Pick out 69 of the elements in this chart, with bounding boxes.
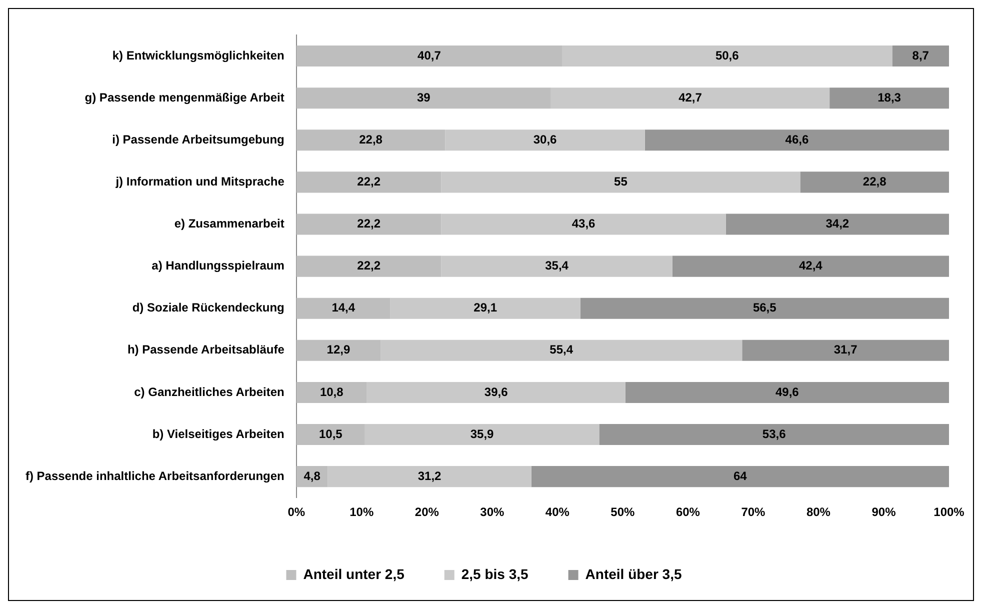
x-tick-label: 100%	[934, 505, 965, 520]
y-tick-label: j) Information und Mitsprache	[114, 174, 285, 189]
x-tick-label: 20%	[414, 505, 440, 520]
data-label: 35,9	[470, 426, 494, 441]
data-label: 18,3	[878, 90, 902, 104]
data-label: 42,4	[798, 258, 823, 273]
data-label: 56,5	[752, 300, 777, 315]
data-label: 4,8	[304, 468, 321, 483]
y-tick-label: i) Passende Arbeitsumgebung	[112, 132, 284, 146]
data-label: 55,4	[550, 342, 574, 357]
x-tick-label: 50%	[610, 505, 636, 520]
bar	[625, 382, 949, 403]
y-tick-label: k) Entwicklungsmöglichkeiten	[112, 48, 284, 62]
y-tick-label: e) Zusammenarbeit	[174, 216, 284, 231]
y-tick-label: d) Soziale Rückendeckung	[132, 300, 284, 315]
x-tick-label: 0%	[288, 505, 306, 520]
legend-label: Anteil über 3,5	[585, 566, 682, 582]
data-label: 12,9	[326, 342, 350, 357]
y-tick-label: g) Passende mengenmäßige Arbeit	[84, 90, 284, 104]
x-tick-label: 60%	[676, 505, 700, 520]
data-label: 49,6	[775, 384, 800, 399]
data-label: 35,4	[545, 258, 569, 273]
data-label: 29,1	[474, 300, 498, 315]
data-label: 31,2	[418, 468, 442, 483]
bar	[892, 46, 949, 67]
data-label: 22,2	[357, 258, 381, 273]
data-label: 10,5	[318, 426, 343, 441]
bar	[830, 88, 949, 109]
y-tick-label: a) Handlungsspielraum	[152, 258, 284, 273]
x-tick-label: 10%	[350, 505, 374, 520]
data-label: 8,7	[912, 48, 930, 62]
data-label: 42,7	[678, 90, 702, 104]
y-tick-label: b) Vielseitiges Arbeiten	[152, 426, 284, 441]
data-label: 22,8	[359, 132, 383, 146]
data-label: 40,7	[418, 48, 442, 62]
y-tick-label: f) Passende inhaltliche Arbeitsanforderungen	[25, 468, 284, 483]
x-tick-label: 70%	[741, 505, 766, 520]
data-label: 64	[733, 468, 748, 483]
data-label: 50,6	[715, 48, 740, 62]
bar	[531, 466, 949, 488]
data-label: 22,8	[862, 174, 887, 189]
x-tick-label: 80%	[806, 505, 831, 520]
bar	[672, 256, 949, 277]
legend-label: 2,5 bis 3,5	[461, 566, 529, 582]
bar	[644, 130, 949, 151]
data-label: 43,6	[572, 216, 596, 231]
bar	[800, 172, 949, 193]
bar	[726, 214, 949, 235]
y-tick-label: c) Ganzheitliches Arbeiten	[134, 384, 284, 399]
data-label: 39,6	[484, 384, 508, 399]
bar	[742, 340, 949, 361]
data-label: 34,2	[826, 216, 850, 231]
data-label: 39	[416, 90, 431, 104]
data-label: 53,6	[762, 426, 786, 441]
bar	[599, 424, 949, 446]
data-label: 14,4	[332, 300, 356, 315]
legend-label: Anteil unter 2,5	[303, 566, 405, 582]
data-label: 55	[614, 174, 628, 189]
data-label: 22,2	[357, 174, 381, 189]
x-tick-label: 90%	[872, 505, 896, 520]
data-label: 30,6	[533, 132, 558, 146]
data-label: 10,8	[320, 384, 344, 399]
data-label: 46,6	[785, 132, 809, 146]
bar	[580, 298, 949, 319]
data-label: 22,2	[357, 216, 381, 231]
y-tick-label: h) Passende Arbeitsabläufe	[127, 342, 285, 357]
x-tick-label: 40%	[545, 505, 570, 520]
x-tick-label: 30%	[480, 505, 504, 520]
data-label: 31,7	[834, 342, 858, 357]
